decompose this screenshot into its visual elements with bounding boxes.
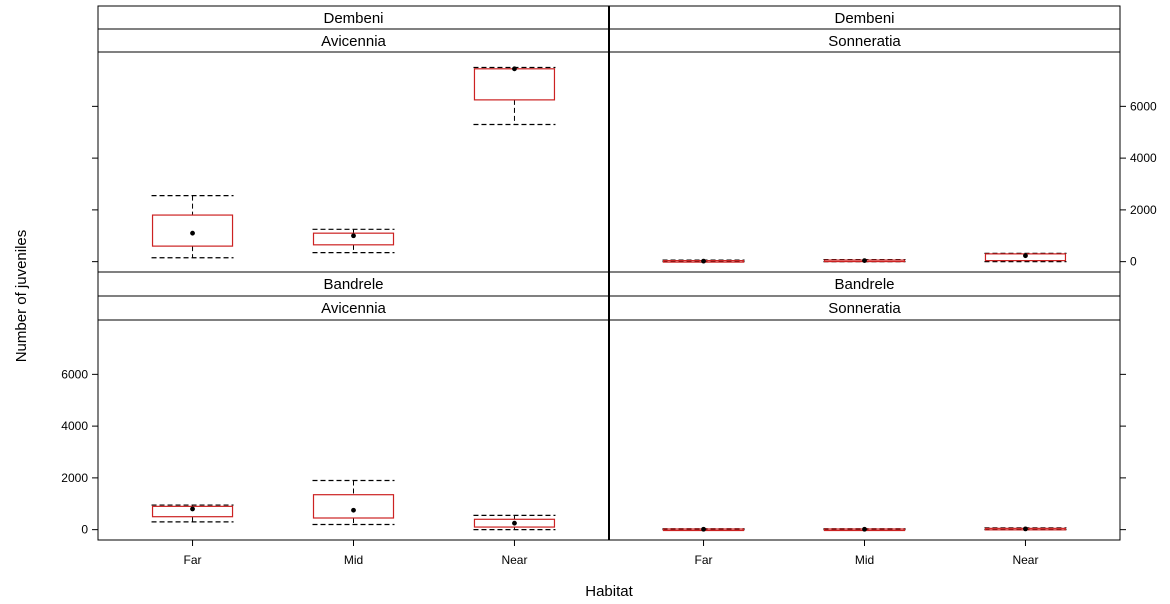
median-dot [512,66,517,72]
y-tick-label: 4000 [1130,151,1157,165]
y-tick-label: 6000 [61,367,88,381]
box-far [151,505,234,518]
x-tick-label: Mid [855,553,874,567]
median-dot [512,520,517,526]
y-tick-label: 0 [1130,255,1137,269]
strip-label-species: Sonneratia [828,300,901,317]
strip-label-site: Dembeni [323,10,383,27]
x-axis-title: Habitat [585,583,633,600]
median-dot [190,230,195,236]
strip-label-species: Sonneratia [828,33,901,50]
box-near [473,68,556,101]
median-dot [862,526,867,532]
median-dot [862,258,867,264]
y-tick-label: 2000 [1130,203,1157,217]
strip-label-site: Dembeni [834,10,894,27]
median-dot [701,526,706,532]
median-dot [190,506,195,512]
box-near [473,518,556,528]
strip-label-site: Bandrele [323,276,383,293]
y-tick-label: 0 [81,523,88,537]
median-dot [1023,526,1028,532]
x-tick-label: Near [501,553,527,567]
y-tick-label: 6000 [1130,99,1157,113]
y-axis-title: Number of juveniles [13,230,30,363]
box-far [151,214,234,247]
strip-label-species: Avicennia [321,33,386,50]
box-mid [312,494,395,519]
median-dot [1023,253,1028,259]
median-dot [351,507,356,513]
y-tick-label: 4000 [61,419,88,433]
x-tick-label: Far [184,553,202,567]
box-mid [312,232,395,246]
x-tick-label: Near [1012,553,1038,567]
median-dot [701,258,706,264]
x-tick-label: Far [695,553,713,567]
strip-label-species: Avicennia [321,300,386,317]
y-tick-label: 2000 [61,471,88,485]
strip-label-site: Bandrele [834,276,894,293]
median-dot [351,233,356,239]
x-tick-label: Mid [344,553,363,567]
